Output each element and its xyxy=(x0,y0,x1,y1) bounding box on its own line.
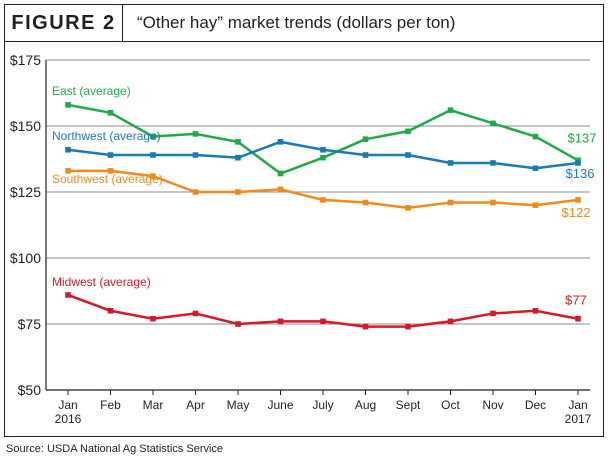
data-point-east xyxy=(447,107,454,113)
data-point-northwest xyxy=(575,160,581,166)
data-point-east xyxy=(235,139,241,145)
series-label-southwest: Southwest (average) xyxy=(52,172,163,186)
data-point-southwest xyxy=(192,189,199,195)
x-tick-label: Dec xyxy=(525,398,546,412)
data-point-midwest xyxy=(277,318,284,325)
data-point-midwest xyxy=(150,315,156,322)
data-point-southwest xyxy=(107,168,114,174)
data-point-midwest xyxy=(405,323,411,330)
x-tick-label: Oct xyxy=(441,398,460,412)
figure-label: FIGURE 2 xyxy=(5,5,123,41)
data-point-southwest xyxy=(405,205,411,211)
data-point-east xyxy=(532,133,539,140)
figure-header: FIGURE 2 “Other hay” market trends (doll… xyxy=(4,4,604,42)
data-point-northwest xyxy=(320,146,326,153)
y-tick-label: $100 xyxy=(10,250,41,266)
data-point-midwest xyxy=(447,318,454,325)
data-point-east xyxy=(490,120,496,127)
y-tick-label: $75 xyxy=(18,316,42,332)
y-tick-label: $175 xyxy=(10,52,41,68)
data-point-east xyxy=(192,131,199,137)
x-tick-label: May xyxy=(227,398,250,412)
data-point-east xyxy=(277,170,284,177)
data-point-northwest xyxy=(65,146,71,153)
data-point-east xyxy=(362,136,369,142)
data-point-midwest xyxy=(532,308,539,314)
data-point-southwest xyxy=(235,189,241,195)
data-point-southwest xyxy=(490,199,496,206)
data-point-northwest xyxy=(277,139,284,145)
data-point-midwest xyxy=(575,315,581,322)
data-point-northwest xyxy=(150,152,156,158)
data-point-east xyxy=(150,133,156,140)
x-tick-label: Jan 2017 xyxy=(565,398,592,426)
end-value-label-east: $137 xyxy=(568,130,597,145)
x-tick-label: Feb xyxy=(100,398,121,412)
data-point-midwest xyxy=(362,323,369,330)
data-point-midwest xyxy=(107,308,114,314)
data-point-midwest xyxy=(490,310,496,317)
data-point-east xyxy=(65,102,71,108)
data-point-east xyxy=(320,154,326,161)
data-point-southwest xyxy=(277,186,284,193)
data-point-midwest xyxy=(320,318,326,325)
x-tick-label: July xyxy=(312,398,333,412)
data-point-northwest xyxy=(235,154,241,161)
y-tick-label: $150 xyxy=(10,118,41,134)
x-tick-label: Jan 2016 xyxy=(55,398,82,426)
data-point-southwest xyxy=(575,197,581,203)
chart-title: “Other hay” market trends (dollars per t… xyxy=(137,13,456,32)
data-point-northwest xyxy=(490,160,496,166)
data-point-midwest xyxy=(192,310,199,317)
series-label-east: East (average) xyxy=(52,84,131,98)
series-label-northwest: Northwest (average) xyxy=(52,129,161,143)
series-label-midwest: Midwest (average) xyxy=(52,275,151,289)
data-point-midwest xyxy=(235,321,241,327)
data-point-southwest xyxy=(532,202,539,208)
data-point-east xyxy=(405,128,411,135)
data-point-southwest xyxy=(150,173,156,179)
data-point-southwest xyxy=(447,199,454,206)
x-tick-label: Aug xyxy=(355,398,376,412)
data-point-northwest xyxy=(405,152,411,158)
y-tick-label: $125 xyxy=(10,184,41,200)
data-point-northwest xyxy=(362,152,369,158)
x-tick-label: Nov xyxy=(482,398,503,412)
data-point-southwest xyxy=(320,197,326,203)
data-point-northwest xyxy=(532,165,539,172)
end-value-label-midwest: $77 xyxy=(565,293,587,308)
data-point-southwest xyxy=(65,168,71,174)
x-tick-label: Sept xyxy=(396,398,421,412)
source-note: Source: USDA National Ag Statistics Serv… xyxy=(6,443,224,455)
data-point-northwest xyxy=(192,152,199,158)
data-point-northwest xyxy=(107,152,114,158)
data-point-southwest xyxy=(362,199,369,206)
line-chart: $50 $75 $100 $125 $150 $175 Jan 2016 Feb Mar Apr Ma… xyxy=(10,52,597,426)
y-tick-label: $50 xyxy=(18,382,42,398)
end-value-label-northwest: $136 xyxy=(566,166,595,181)
x-tick-label: June xyxy=(267,398,293,412)
data-point-northwest xyxy=(447,160,454,166)
data-point-east xyxy=(107,110,114,116)
data-point-midwest xyxy=(65,292,71,298)
end-value-label-southwest: $122 xyxy=(562,205,591,220)
x-tick-label: Apr xyxy=(186,398,205,412)
x-tick-label: Mar xyxy=(143,398,164,412)
